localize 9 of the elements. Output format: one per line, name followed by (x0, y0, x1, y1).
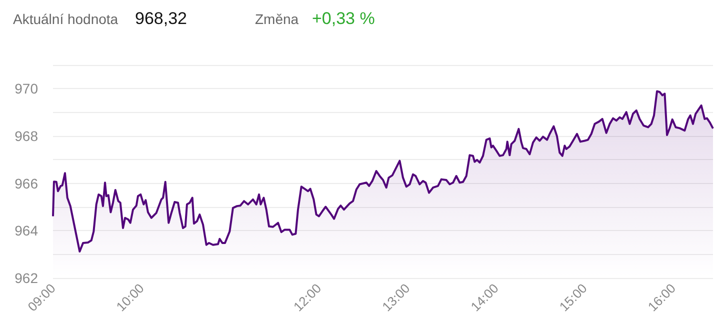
text: +0,33 % (312, 9, 375, 28)
text: Aktuální hodnota (13, 11, 118, 27)
y-tick-label: 964 (14, 222, 38, 239)
y-tick-label: 968 (14, 128, 38, 144)
y-tick-label: 966 (14, 175, 38, 192)
y-tick-label: 970 (14, 80, 38, 97)
y-tick-label: 962 (14, 270, 38, 286)
text: Změna (255, 11, 299, 27)
text: 968,32 (135, 9, 187, 28)
